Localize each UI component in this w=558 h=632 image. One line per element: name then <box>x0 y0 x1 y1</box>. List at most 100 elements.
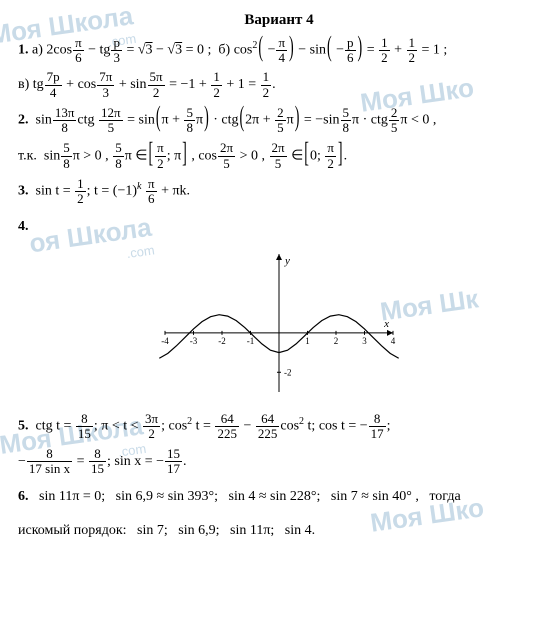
p5-f2: 3π2 <box>143 412 160 442</box>
p2-arg1-pre: π + <box>162 113 184 128</box>
p1-a-label: а) <box>32 43 43 58</box>
p1-b-r1: 12 <box>379 36 390 66</box>
p5-l2-pre: − <box>18 454 26 469</box>
p6-o4: sin 4. <box>285 523 315 538</box>
p2-l2-mid2: π ∈ <box>125 148 148 163</box>
p5-l2-mid2: ; sin x = − <box>107 454 164 469</box>
p1-a-mid1: − tg <box>85 43 111 58</box>
p1-b-mid: − sin <box>295 43 326 58</box>
p2-pre: sin <box>36 113 52 128</box>
p5-mid6: t; cos t = − <box>304 419 368 434</box>
graph: -4-3-2-11234-2xy <box>159 248 399 398</box>
p2-f4: 25 <box>389 106 400 136</box>
graph-wrap: -4-3-2-11234-2xy <box>18 248 540 403</box>
p3-line: 3. sin t = 12; t = (−1)k π6 + πk. <box>18 176 540 207</box>
p1-v-mid2: + sin <box>115 77 146 92</box>
p2-rp1: ) <box>204 90 209 152</box>
lp2: ( <box>327 20 332 82</box>
p2-l2-sep1: ; π <box>167 148 181 163</box>
p2-arg2-suf: π <box>287 113 294 128</box>
p3-lead: 3. <box>18 184 29 199</box>
p1-a-f2: p3 <box>111 36 122 66</box>
p6-line2: искомый порядок: sin 7; sin 6,9; sin 11π… <box>18 516 540 547</box>
p2-mid4: π · ctg <box>352 113 388 128</box>
p1-b-eq: = <box>363 43 378 58</box>
svg-text:x: x <box>383 318 389 330</box>
p6-o2: sin 6,9; <box>178 523 219 538</box>
rp2: ) <box>358 20 363 82</box>
p2-l2a: sin <box>44 148 60 163</box>
p6-line1: 6. sin 11π = 0; sin 6,9 ≈ sin 393°; sin … <box>18 482 540 513</box>
p3-mid: ; t = (−1) <box>87 184 137 199</box>
p1-v-f1: 7p4 <box>45 70 62 100</box>
p1-v-mid1: + cos <box>63 77 97 92</box>
svg-text:-2: -2 <box>284 368 292 378</box>
svg-text:4: 4 <box>391 336 396 346</box>
p6-o1: sin 7; <box>137 523 168 538</box>
p1-line-a: 1. а) 2cosπ6 − tgp3 = √3 − √3 = 0 ; б) c… <box>18 35 540 66</box>
p1-b-r2: 12 <box>407 36 418 66</box>
p5-l2-tail: . <box>183 454 187 469</box>
p2-arg2-pre: 2π + <box>245 113 274 128</box>
p2-l2-mid1: π > 0 , <box>73 148 112 163</box>
p6-t4: sin 7 ≈ sin 40° , <box>331 489 419 504</box>
p5-line2: −817 sin x = 815; sin x = −1517. <box>18 447 540 478</box>
p1-v-label: в) <box>18 77 29 92</box>
p2-lb2: [ <box>304 125 309 187</box>
p2-l2f4: 2π5 <box>270 141 287 171</box>
p2-l2f3: 2π5 <box>218 141 235 171</box>
p2-arg1-suf: π <box>196 113 203 128</box>
p1-a-tail: = 0 ; <box>182 43 211 58</box>
p1-line-v: в) tg7p4 + cos7π3 + sin5π2 = −1 + 12 + 1… <box>18 70 540 101</box>
p5-pre: ctg t = <box>36 419 75 434</box>
rp: ) <box>289 20 294 82</box>
p2-ctg: ctg <box>77 113 94 128</box>
p1-a-mid2: − √ <box>153 43 176 58</box>
p2-tail: π < 0 , <box>400 113 436 128</box>
p2-mid2: · ctg <box>210 113 239 128</box>
svg-text:3: 3 <box>362 336 367 346</box>
p5-f5: 817 <box>369 412 386 442</box>
p2-l2f2: 58 <box>113 141 124 171</box>
p5-mid5: cos <box>280 419 299 434</box>
p5-f1: 815 <box>76 412 93 442</box>
p5-mid1: ; π < t < <box>94 419 142 434</box>
p2-lp1: ( <box>156 90 161 152</box>
p2-l2-int2a: 0; <box>310 148 324 163</box>
p1-a-sqrt1: 3 <box>146 43 153 58</box>
p1-a-pre: 2cos <box>46 43 72 58</box>
p3-f1: 12 <box>75 177 86 207</box>
p2-l2-mid3: , cos <box>188 148 217 163</box>
p1-b-arg1: π4 <box>276 36 287 66</box>
p2-lp2: ( <box>240 90 245 152</box>
lp: ( <box>258 20 263 82</box>
p1-b-pre: cos <box>234 43 253 58</box>
svg-text:1: 1 <box>305 336 310 346</box>
p1-lead: 1. <box>18 43 29 58</box>
p3-pre: sin t = <box>36 184 75 199</box>
title: Вариант 4 <box>18 12 540 29</box>
p4-lead: 4. <box>18 219 29 234</box>
p5-l2f1: 817 sin x <box>27 447 72 477</box>
p5-l2f3: 1517 <box>165 447 182 477</box>
svg-text:2: 2 <box>334 336 339 346</box>
p2-line2: т.к. sin58π > 0 , 58π ∈[π2; π] , cos2π5 … <box>18 141 540 172</box>
p2-l2f1: 58 <box>61 141 72 171</box>
p1-v-tail: . <box>272 77 276 92</box>
svg-text:-2: -2 <box>218 336 226 346</box>
p2-lead: 2. <box>18 113 29 128</box>
p6-t3: sin 4 ≈ sin 228°; <box>229 489 321 504</box>
p1-v-f4: 12 <box>211 70 222 100</box>
p1-a-eq1: = √ <box>123 43 146 58</box>
p1-b-arg2: p6 <box>345 36 356 66</box>
p2-f1: 13π8 <box>53 106 77 136</box>
p6-l2: искомый порядок: <box>18 523 127 538</box>
svg-text:-3: -3 <box>190 336 198 346</box>
p1-b-sup: 2 <box>252 40 257 51</box>
p2-line1: 2. sin13π8ctg 12π5 = sin(π + 58π) · ctg(… <box>18 105 540 136</box>
p5-f3: 64225 <box>215 412 239 442</box>
p2-f2: 12π5 <box>99 106 123 136</box>
p5-tail1: ; <box>387 419 391 434</box>
p1-b-arg1-pre: − <box>264 43 275 58</box>
p2-arg2: 25 <box>275 106 286 136</box>
